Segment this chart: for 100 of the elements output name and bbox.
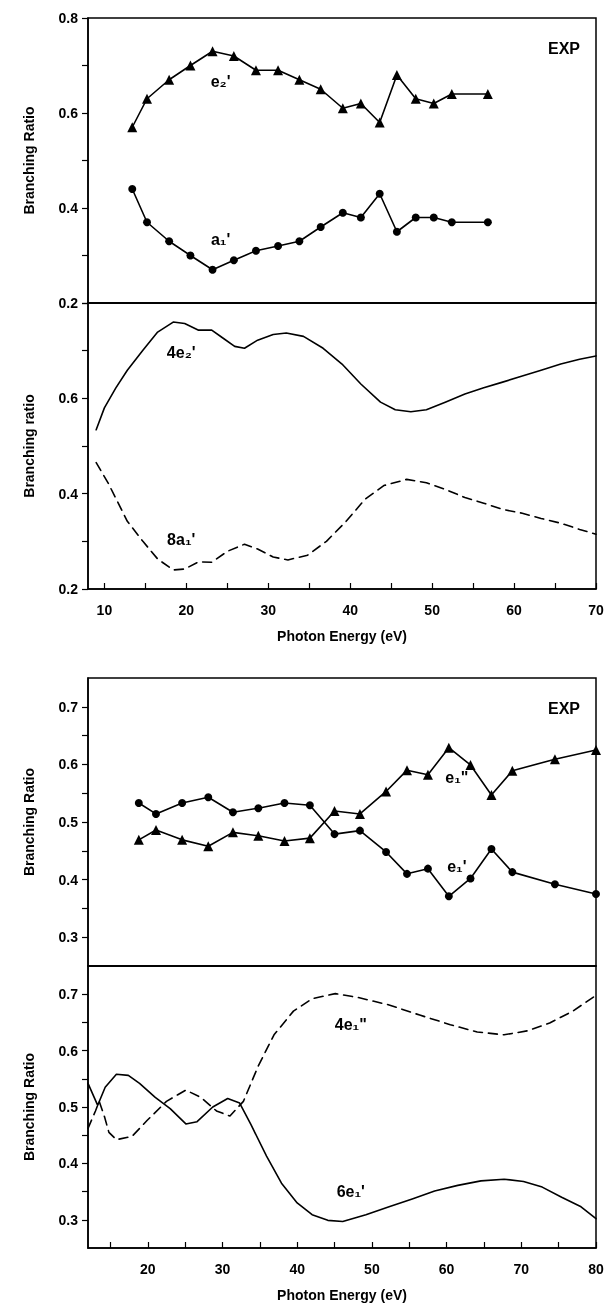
x-tick-label: 30: [214, 1261, 231, 1277]
point: [428, 98, 439, 109]
series-label: 6e₁': [336, 1182, 365, 1200]
x-tick-label: 20: [139, 1261, 156, 1277]
point: [391, 70, 402, 80]
point: [203, 841, 214, 852]
y-tick-label: 0.5: [58, 1099, 79, 1115]
y-tick-label: 0.4: [58, 871, 79, 888]
point: [208, 265, 217, 274]
point: [486, 789, 497, 800]
point: [280, 798, 289, 807]
point: [392, 227, 401, 236]
point: [315, 84, 326, 95]
point: [228, 51, 239, 61]
point: [254, 804, 263, 813]
point: [250, 65, 261, 76]
point: [375, 189, 384, 198]
point: [381, 786, 392, 797]
point: [316, 223, 325, 231]
point: [465, 759, 476, 770]
y-tick-label: 0.4: [58, 1155, 79, 1172]
point: [229, 256, 238, 265]
y-tick-label: 0.6: [58, 390, 79, 407]
y-axis-title: Branching Ratio: [21, 1052, 37, 1162]
y-tick-label: 0.6: [58, 1042, 79, 1059]
x-tick-label: 60: [438, 1261, 455, 1277]
point: [128, 185, 137, 193]
point: [207, 46, 218, 57]
series-label: 4e₂': [166, 343, 196, 361]
point: [133, 834, 144, 845]
point: [508, 868, 517, 877]
point: [507, 765, 518, 776]
x-tick-label: 20: [178, 602, 195, 618]
point: [443, 742, 454, 753]
point: [550, 880, 559, 889]
x-tick-label: 40: [289, 1261, 306, 1277]
point: [141, 93, 152, 104]
point: [592, 890, 600, 898]
y-tick-label: 0.7: [58, 698, 79, 715]
series-label: e₁": [445, 769, 469, 787]
y-tick-label: 0.2: [58, 295, 79, 311]
y-tick-label: 0.7: [58, 986, 79, 1003]
x-tick-label: 70: [513, 1261, 530, 1277]
point: [354, 808, 365, 819]
point: [423, 864, 432, 873]
y-axis-title: Branching Ratio: [21, 106, 37, 215]
point: [355, 826, 364, 835]
y-tick-label: 0.2: [58, 581, 79, 597]
point: [382, 847, 391, 856]
point: [178, 798, 187, 807]
point: [411, 213, 420, 222]
point: [305, 801, 314, 810]
y-tick-label: 0.5: [58, 814, 79, 830]
point: [401, 765, 412, 776]
y-tick-label: 0.6: [58, 756, 79, 773]
x-tick-label: 70: [588, 602, 604, 618]
series-label: 4e₁": [334, 1016, 367, 1034]
point: [549, 754, 560, 765]
point: [185, 60, 196, 71]
point: [446, 89, 457, 99]
point: [444, 892, 453, 901]
x-tick-label: 80: [588, 1261, 604, 1277]
point: [487, 845, 496, 854]
point: [591, 745, 601, 755]
point: [164, 74, 175, 85]
y-tick-label: 0.8: [58, 10, 79, 26]
point: [150, 825, 161, 836]
y-tick-label: 0.3: [58, 929, 79, 946]
x-tick-label: 40: [342, 602, 359, 618]
point: [356, 213, 365, 222]
point: [429, 213, 438, 222]
point: [186, 251, 195, 260]
annotation: EXP: [547, 39, 581, 57]
point: [330, 830, 339, 839]
series-label: 8a₁': [167, 531, 196, 549]
point: [273, 65, 284, 76]
point: [482, 89, 493, 99]
y-tick-label: 0.3: [58, 1211, 79, 1228]
point: [295, 237, 304, 246]
y-axis-title: Branching Ratio: [21, 767, 37, 877]
point: [127, 122, 138, 133]
point: [355, 98, 366, 109]
point: [466, 874, 475, 883]
series-label: e₂': [210, 72, 231, 90]
point: [204, 793, 213, 802]
point: [274, 242, 283, 250]
point: [374, 117, 385, 128]
point: [403, 869, 411, 878]
point: [151, 809, 160, 818]
point: [134, 798, 143, 807]
point: [227, 827, 238, 838]
point: [253, 830, 264, 841]
point: [410, 93, 421, 104]
series-label: a₁': [210, 231, 231, 249]
x-axis-title: Photon Energy (eV): [277, 628, 407, 644]
point: [447, 218, 456, 227]
y-tick-label: 0.6: [58, 105, 79, 121]
annotation: EXP: [547, 699, 581, 717]
y-tick-label: 0.4: [58, 485, 79, 502]
point: [329, 806, 340, 817]
